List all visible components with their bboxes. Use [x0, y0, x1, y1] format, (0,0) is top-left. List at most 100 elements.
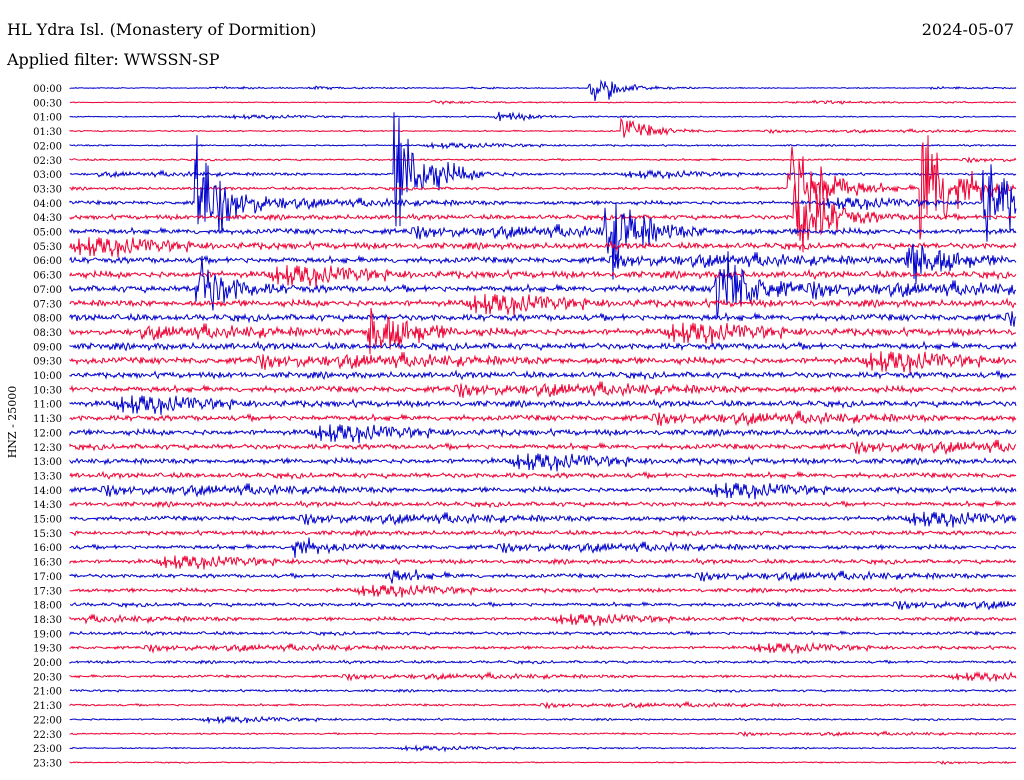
row-time-label: 11:30	[33, 414, 62, 425]
trace-1730	[69, 584, 1017, 598]
trace-2300	[69, 744, 1017, 753]
row-time-label: 03:00	[33, 170, 62, 181]
filter-label: Applied filter: WWSSN-SP	[7, 50, 220, 69]
trace-0430	[69, 181, 1017, 253]
row-time-label: 08:30	[33, 328, 62, 339]
row-time-label: 20:00	[33, 658, 62, 669]
row-time-label: 08:00	[33, 314, 62, 325]
trace-1630	[69, 555, 1017, 570]
row-time-label: 19:00	[33, 629, 62, 640]
row-time-label: 06:30	[33, 271, 62, 282]
trace-1230	[69, 439, 1017, 456]
row-time-label: 16:30	[33, 558, 62, 569]
trace-1130	[69, 410, 1017, 427]
trace-0230	[69, 156, 1017, 164]
row-time-label: 01:00	[33, 113, 62, 124]
row-time-label: 22:00	[33, 715, 62, 726]
row-time-label: 21:00	[33, 687, 62, 698]
trace-0330	[69, 135, 1017, 240]
row-time-label: 13:30	[33, 471, 62, 482]
row-time-label: 09:30	[33, 357, 62, 368]
trace-1300	[69, 453, 1017, 472]
row-time-label: 11:00	[33, 400, 62, 411]
row-time-label: 14:30	[33, 500, 62, 511]
row-time-label: 02:30	[33, 156, 62, 167]
trace-0900	[69, 340, 1017, 353]
row-time-label: 21:30	[33, 701, 62, 712]
trace-2130	[69, 700, 1017, 710]
trace-0300	[69, 112, 1017, 227]
row-time-label: 12:30	[33, 443, 62, 454]
trace-0700	[69, 251, 1017, 319]
trace-0500	[69, 203, 1017, 280]
row-time-label: 22:30	[33, 730, 62, 741]
trace-0730	[69, 293, 1017, 316]
trace-0830	[69, 307, 1017, 355]
trace-2030	[69, 671, 1017, 683]
trace-1700	[69, 569, 1017, 584]
trace-1100	[69, 395, 1017, 415]
row-time-label: 20:30	[33, 672, 62, 683]
row-time-label: 18:00	[33, 601, 62, 612]
trace-1530	[69, 528, 1017, 538]
trace-1000	[69, 369, 1017, 381]
trace-1930	[69, 641, 1017, 655]
trace-1600	[69, 537, 1017, 558]
trace-0030	[69, 99, 1017, 106]
row-time-label: 00:30	[33, 98, 62, 109]
trace-2330	[69, 760, 1017, 765]
trace-1830	[69, 613, 1017, 627]
row-time-label: 17:30	[33, 586, 62, 597]
trace-2100	[69, 688, 1017, 694]
trace-0130	[69, 117, 1017, 138]
row-time-label: 14:00	[33, 486, 62, 497]
row-time-label: 06:00	[33, 256, 62, 267]
trace-1500	[69, 511, 1017, 528]
plot-date: 2024-05-07	[921, 20, 1014, 39]
row-time-label: 15:00	[33, 515, 62, 526]
trace-2200	[69, 715, 1017, 725]
row-time-label: 05:00	[33, 228, 62, 239]
row-time-label: 18:30	[33, 615, 62, 626]
row-time-label: 07:00	[33, 285, 62, 296]
trace-0200	[69, 141, 1017, 150]
trace-1030	[69, 381, 1017, 398]
trace-1200	[69, 424, 1017, 444]
trace-2000	[69, 659, 1017, 666]
row-time-label: 10:30	[33, 385, 62, 396]
trace-0800	[69, 311, 1017, 327]
trace-0600	[69, 243, 1017, 284]
trace-0400	[69, 135, 1017, 242]
row-time-label: 10:00	[33, 371, 62, 382]
row-time-label: 23:00	[33, 744, 62, 755]
row-time-label: 15:30	[33, 529, 62, 540]
trace-0000	[69, 79, 1017, 101]
row-time-label: 03:30	[33, 184, 62, 195]
row-time-label: 01:30	[33, 127, 62, 138]
row-time-label: 09:00	[33, 342, 62, 353]
trace-0930	[69, 351, 1017, 374]
row-time-label: 04:30	[33, 213, 62, 224]
row-time-label: 23:30	[33, 758, 62, 769]
row-time-label: 00:00	[33, 84, 62, 95]
station-title: HL Ydra Isl. (Monastery of Dormition)	[7, 20, 317, 39]
row-time-label: 13:00	[33, 457, 62, 468]
row-time-label: 16:00	[33, 543, 62, 554]
trace-0630	[69, 265, 1017, 288]
trace-0100	[69, 111, 1017, 122]
row-time-label: 19:30	[33, 644, 62, 655]
trace-1400	[69, 482, 1017, 500]
trace-1800	[69, 600, 1017, 611]
trace-1430	[69, 499, 1017, 509]
trace-2230	[69, 730, 1016, 738]
y-axis-label: HNZ - 25000	[6, 386, 19, 459]
row-time-label: 12:00	[33, 428, 62, 439]
row-time-label: 05:30	[33, 242, 62, 253]
trace-1330	[69, 470, 1017, 481]
trace-1900	[69, 630, 1017, 637]
row-time-label: 07:30	[33, 299, 62, 310]
row-time-label: 04:00	[33, 199, 62, 210]
row-time-label: 17:00	[33, 572, 62, 583]
row-time-label: 02:00	[33, 141, 62, 152]
